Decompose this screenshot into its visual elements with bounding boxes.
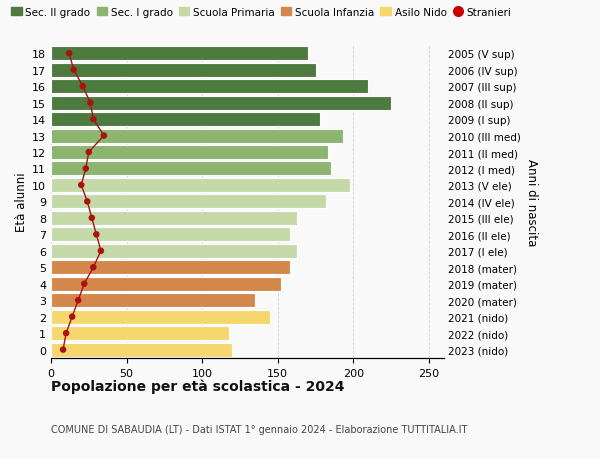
Bar <box>51 129 343 143</box>
Bar <box>51 162 331 176</box>
Point <box>79 280 89 288</box>
Point <box>96 247 106 255</box>
Point <box>58 346 68 353</box>
Point <box>61 330 71 337</box>
Bar <box>51 310 270 324</box>
Bar <box>51 228 290 242</box>
Bar <box>51 244 298 258</box>
Point <box>76 182 86 189</box>
Point <box>78 83 88 90</box>
Point <box>87 215 97 222</box>
Point <box>99 133 109 140</box>
Point <box>64 50 74 58</box>
Point <box>73 297 83 304</box>
Y-axis label: Età alunni: Età alunni <box>15 172 28 232</box>
Point <box>82 198 92 206</box>
Point <box>69 67 79 74</box>
Bar <box>51 294 255 308</box>
Bar <box>51 195 326 209</box>
Bar <box>51 96 391 110</box>
Point <box>89 264 98 271</box>
Legend: Sec. II grado, Sec. I grado, Scuola Primaria, Scuola Infanzia, Asilo Nido, Stran: Sec. II grado, Sec. I grado, Scuola Prim… <box>11 7 512 17</box>
Bar <box>51 63 316 78</box>
Point <box>92 231 101 239</box>
Bar <box>51 80 368 94</box>
Bar <box>51 277 281 291</box>
Point <box>67 313 77 321</box>
Point <box>89 116 98 123</box>
Bar <box>51 343 232 357</box>
Point <box>81 165 91 173</box>
Point <box>86 100 95 107</box>
Point <box>84 149 94 157</box>
Bar <box>51 113 320 127</box>
Bar <box>51 212 298 225</box>
Bar <box>51 47 308 61</box>
Bar <box>51 179 350 192</box>
Text: Popolazione per età scolastica - 2024: Popolazione per età scolastica - 2024 <box>51 379 344 393</box>
Text: COMUNE DI SABAUDIA (LT) - Dati ISTAT 1° gennaio 2024 - Elaborazione TUTTITALIA.I: COMUNE DI SABAUDIA (LT) - Dati ISTAT 1° … <box>51 425 467 435</box>
Bar <box>51 261 290 274</box>
Bar <box>51 146 328 160</box>
Bar <box>51 326 229 341</box>
Y-axis label: Anni di nascita: Anni di nascita <box>525 158 538 246</box>
